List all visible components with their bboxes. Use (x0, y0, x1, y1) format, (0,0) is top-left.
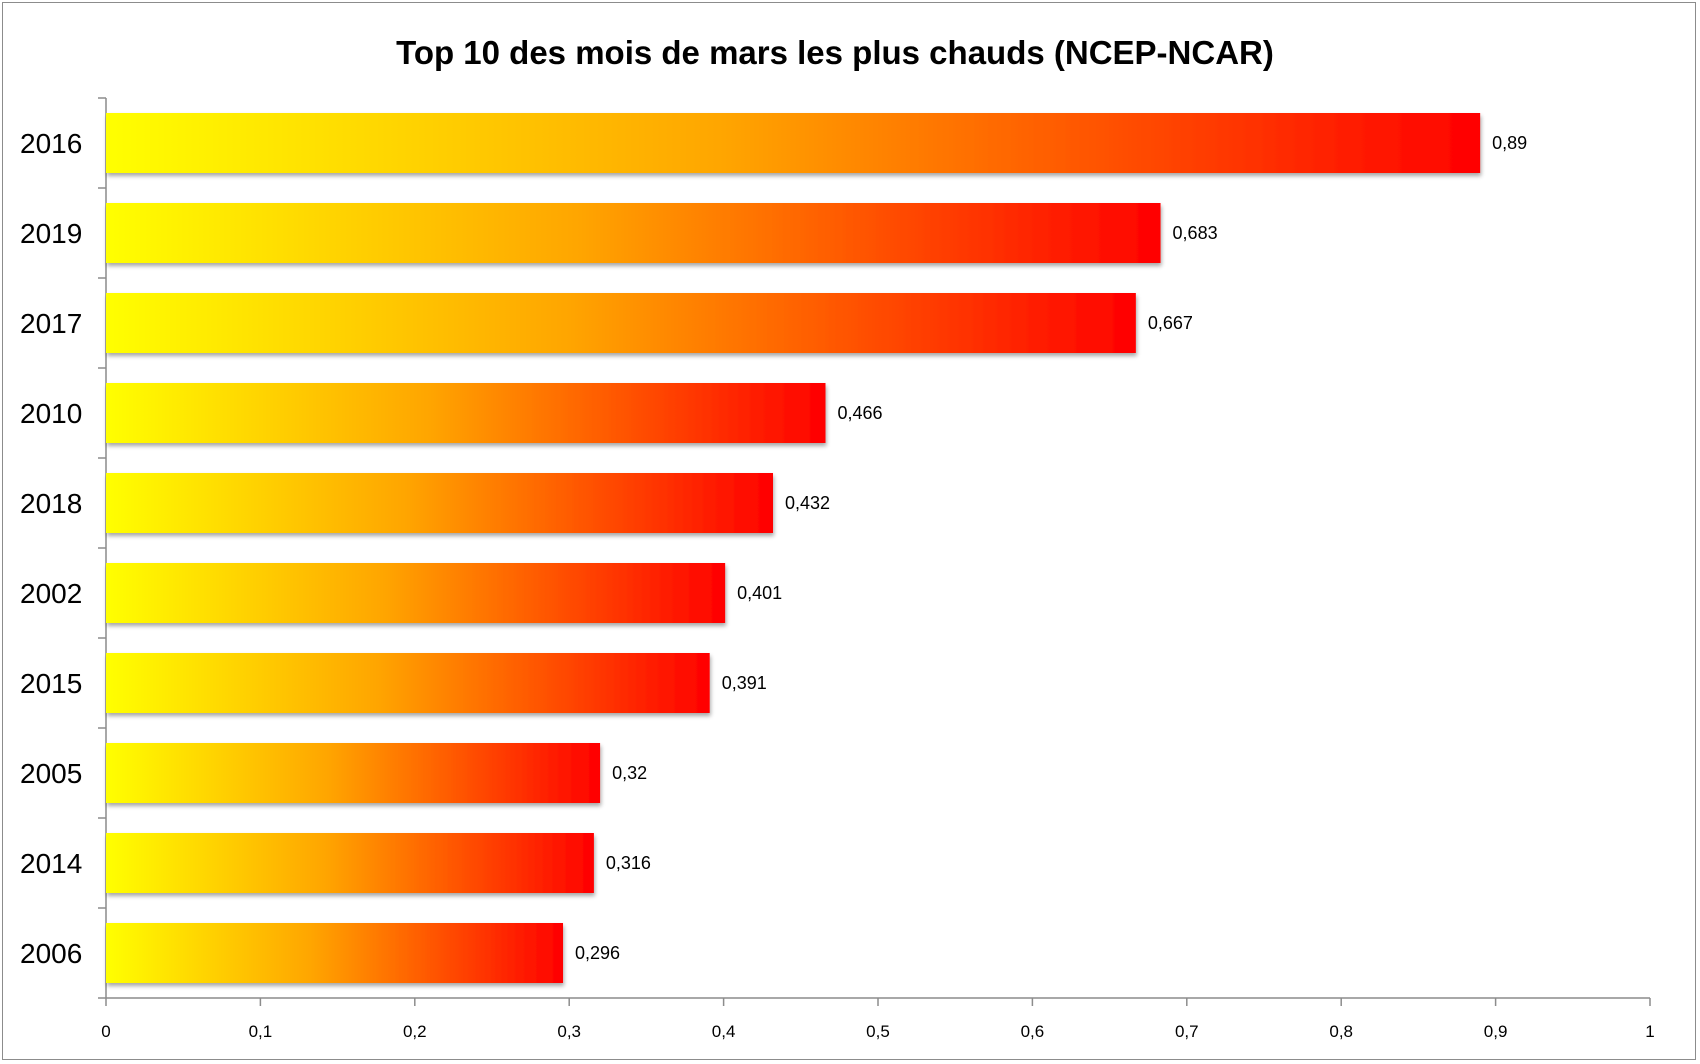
x-tick-label: 0,2 (403, 1022, 427, 1041)
x-tick-label: 0 (101, 1022, 110, 1041)
x-tick-label: 0,4 (712, 1022, 736, 1041)
data-label: 0,391 (722, 673, 767, 693)
data-label: 0,667 (1148, 313, 1193, 333)
data-label: 0,466 (838, 403, 883, 423)
category-label: 2016 (20, 128, 82, 159)
data-label: 0,296 (575, 943, 620, 963)
x-tick-label: 0,1 (249, 1022, 273, 1041)
category-label: 2005 (20, 758, 82, 789)
bar-2005 (106, 743, 601, 803)
data-label: 0,32 (612, 763, 647, 783)
x-tick-label: 0,5 (866, 1022, 890, 1041)
bar-2002 (106, 563, 726, 623)
bar-2006 (106, 923, 564, 983)
chart-title: Top 10 des mois de mars les plus chauds … (396, 34, 1274, 71)
x-tick-label: 1 (1645, 1022, 1654, 1041)
x-tick-label: 0,9 (1484, 1022, 1508, 1041)
bar-2014 (106, 833, 594, 893)
data-label: 0,432 (785, 493, 830, 513)
x-tick-label: 0,8 (1329, 1022, 1353, 1041)
category-label: 2002 (20, 578, 82, 609)
bar-2016 (106, 113, 1481, 173)
x-tick-label: 0,7 (1175, 1022, 1199, 1041)
bar-2017 (106, 293, 1136, 353)
plot-area: 0 0,1 0,2 0,3 0,4 0,5 0,6 0,7 0,8 0,9 1 2016 0,89 201… (20, 97, 1655, 1041)
bar-2018 (106, 473, 774, 533)
category-label: 2010 (20, 398, 82, 429)
data-label: 0,683 (1173, 223, 1218, 243)
category-label: 2017 (20, 308, 82, 339)
data-label: 0,89 (1492, 133, 1527, 153)
bar-2010 (106, 383, 826, 443)
category-label: 2015 (20, 668, 82, 699)
data-label: 0,401 (737, 583, 782, 603)
bar-2019 (106, 203, 1161, 263)
category-label: 2014 (20, 848, 82, 879)
x-tick-label: 0,3 (557, 1022, 581, 1041)
category-label: 2019 (20, 218, 82, 249)
category-label: 2018 (20, 488, 82, 519)
category-label: 2006 (20, 938, 82, 969)
x-tick-label: 0,6 (1021, 1022, 1045, 1041)
bar-2015 (106, 653, 710, 713)
data-label: 0,316 (606, 853, 651, 873)
